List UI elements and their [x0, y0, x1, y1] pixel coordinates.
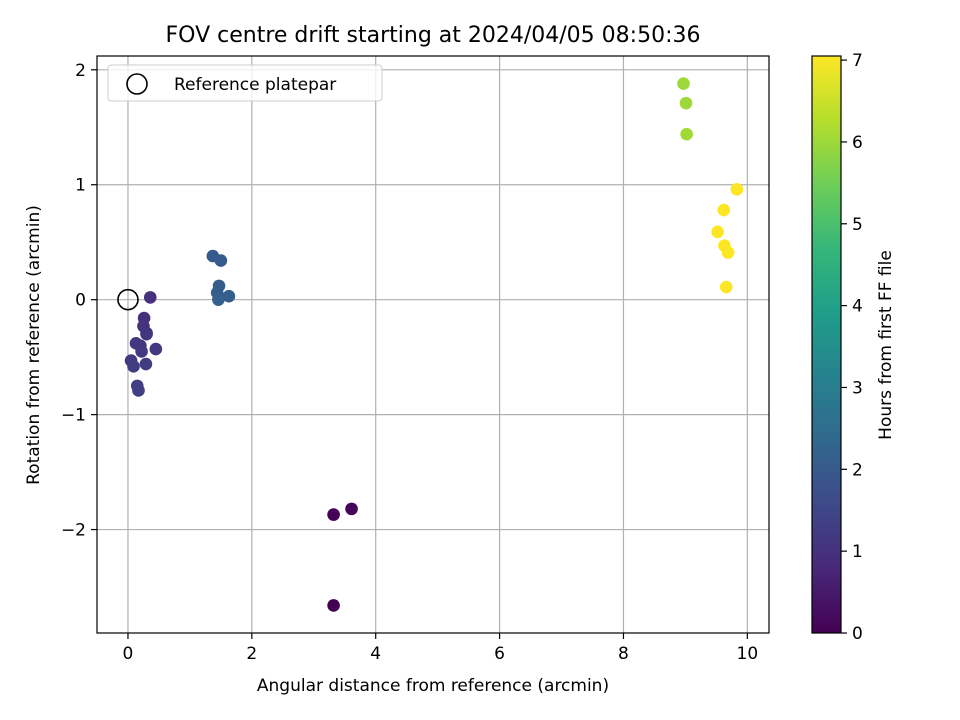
y-tick-label: 1 [75, 176, 86, 196]
x-axis-ticks: 0 2 4 6 8 10 [123, 633, 759, 664]
data-point [222, 289, 236, 303]
colorbar-tick-label: 0 [852, 624, 863, 644]
x-tick-label: 0 [123, 644, 134, 664]
reference-platepar-marker [117, 288, 139, 311]
x-tick-label: 2 [246, 644, 257, 664]
colorbar-frame [811, 55, 842, 634]
data-point [132, 384, 145, 397]
data-point [135, 345, 148, 358]
data-point [214, 254, 228, 267]
data-point [677, 77, 690, 90]
x-tick-label: 10 [737, 644, 759, 664]
data-point [345, 502, 358, 516]
x-tick-label: 6 [494, 644, 505, 664]
colorbar-tick-label: 1 [852, 542, 863, 562]
y-tick-label: −2 [61, 521, 86, 541]
data-point [680, 127, 693, 141]
colorbar-tick-label: 3 [852, 378, 863, 398]
data-point [679, 96, 693, 110]
data-point [143, 291, 157, 304]
colorbar-tick-label: 6 [852, 133, 863, 153]
colorbar [812, 56, 841, 633]
data-point [719, 280, 733, 294]
data-point [711, 225, 724, 239]
y-axis-label: Rotation from reference (arcmin) [24, 205, 44, 485]
y-tick-label: −1 [61, 406, 86, 426]
colorbar-ticks: 0 1 2 3 4 5 6 7 [841, 51, 863, 644]
colorbar-label: Hours from first FF file [876, 250, 896, 440]
plot-frame [96, 55, 770, 634]
data-point [717, 203, 731, 217]
x-tick-label: 4 [370, 644, 381, 664]
data-point [327, 508, 340, 521]
legend-marker [126, 73, 148, 95]
x-tick-label: 8 [618, 644, 629, 664]
legend-box [107, 64, 383, 102]
legend: Reference platepar [107, 64, 383, 102]
colorbar-tick-label: 2 [852, 460, 863, 480]
chart-title: FOV centre drift starting at 2024/04/05 … [166, 23, 701, 48]
y-axis-ticks: −2 −1 0 1 2 [61, 61, 97, 541]
data-point [127, 360, 140, 373]
colorbar-tick-label: 4 [852, 297, 863, 317]
x-axis-label: Angular distance from reference (arcmin) [257, 676, 609, 696]
data-point [327, 599, 340, 612]
colorbar-tick-label: 5 [852, 215, 863, 235]
data-points [124, 77, 744, 612]
data-point [149, 342, 163, 356]
data-point [721, 246, 735, 259]
grid [97, 56, 769, 633]
data-point [730, 183, 744, 196]
colorbar-tick-label: 7 [852, 51, 863, 71]
legend-entry-reference-platepar: Reference platepar [174, 75, 336, 95]
y-tick-label: 2 [75, 61, 86, 81]
y-tick-label: 0 [75, 291, 86, 311]
data-point [140, 327, 153, 341]
data-point [139, 357, 153, 371]
data-point [212, 293, 225, 306]
